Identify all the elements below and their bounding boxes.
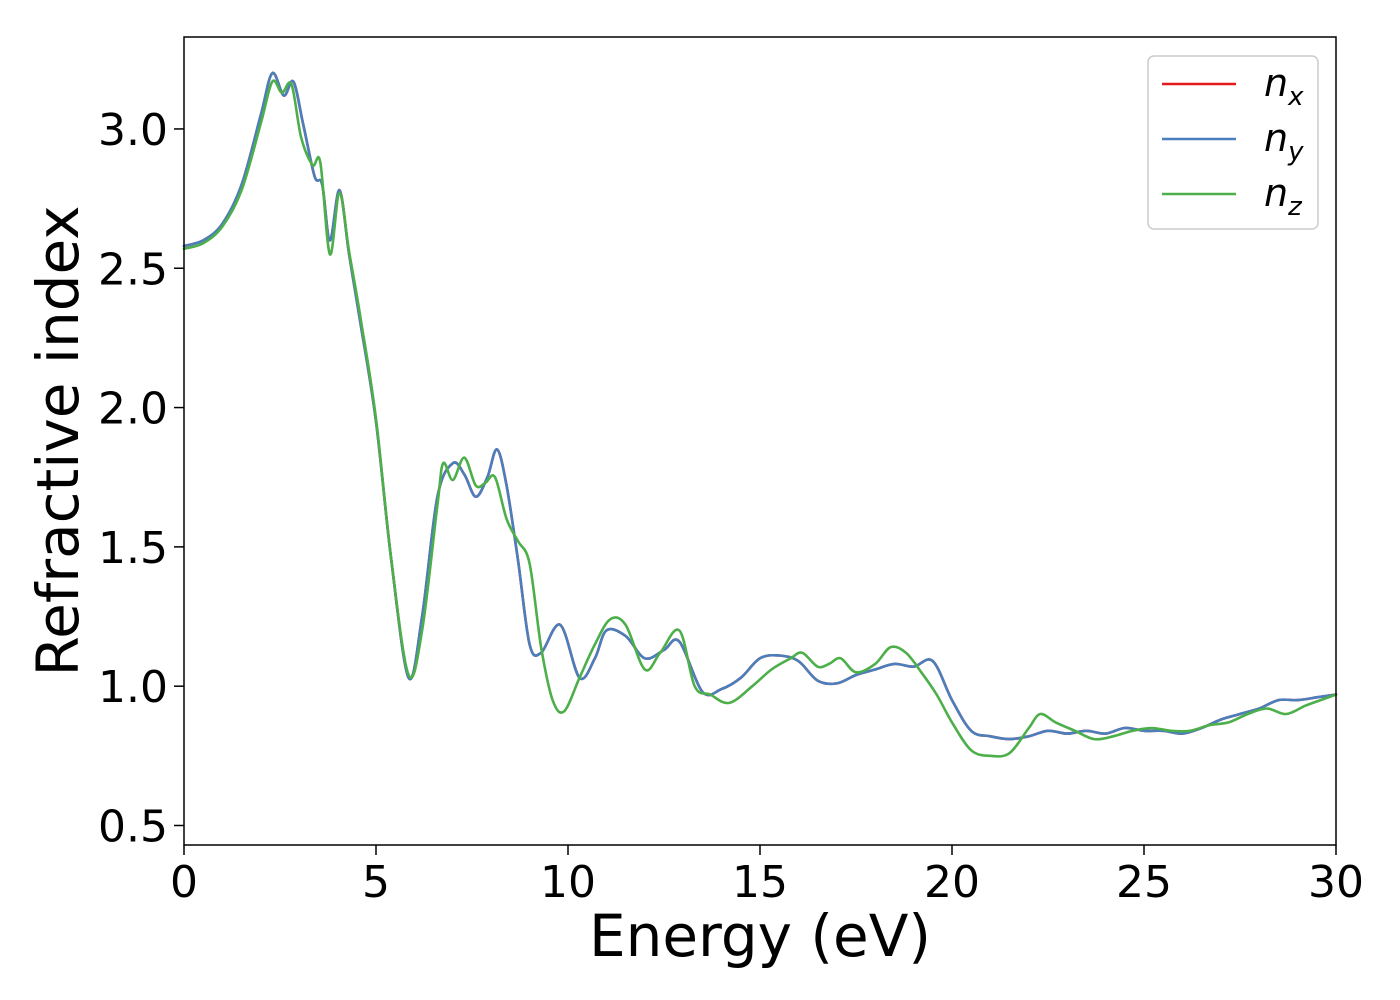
y-tick-label: 1.0 [98,662,168,713]
x-axis: 0 5 10 15 20 25 30 [170,845,1364,908]
x-tick-label: 10 [540,857,596,908]
legend-label-n-x: nx [1264,61,1304,112]
y-tick-label: 2.0 [98,384,168,435]
y-axis-label: Refractive index [24,205,92,676]
y-axis: 0.5 1.0 1.5 2.0 2.5 3.0 [98,105,184,852]
x-tick-label: 30 [1308,857,1364,908]
x-tick-label: 0 [170,857,198,908]
legend-label-n-y: ny [1264,116,1304,167]
series-line-n-y [182,71,1338,741]
x-tick-label: 5 [362,857,390,908]
y-tick-label: 0.5 [98,801,168,852]
plot-area [184,37,1336,845]
y-tick-label: 2.5 [98,244,168,295]
series-line-n-z [182,79,1338,758]
y-tick-label: 3.0 [98,105,168,156]
series-layer [182,71,1338,758]
x-axis-label: Energy (eV) [589,902,931,970]
x-tick-label: 25 [1116,857,1172,908]
legend-box [1147,55,1319,230]
x-tick-label: 15 [732,857,788,908]
x-tick-label: 20 [924,857,980,908]
y-tick-label: 1.5 [98,523,168,574]
legend-label-n-z: nz [1264,171,1303,222]
